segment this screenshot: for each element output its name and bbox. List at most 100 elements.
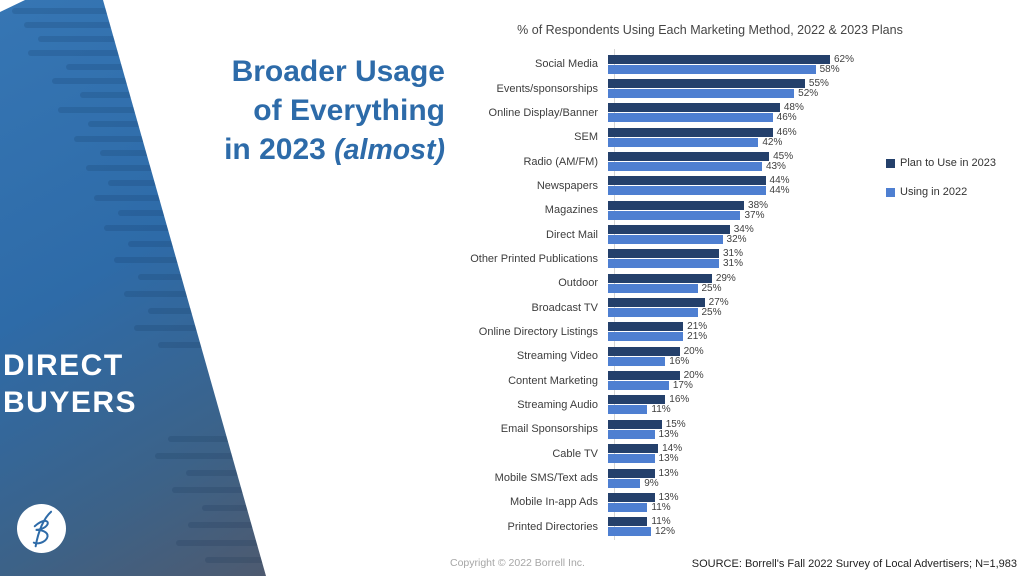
- bar-pair: 45% 43%: [608, 149, 793, 173]
- category-label: Broadcast TV: [531, 301, 598, 314]
- category-label: SEM: [574, 131, 598, 144]
- bar-line-2023: 20%: [608, 370, 704, 381]
- category-label: Cable TV: [552, 447, 598, 460]
- bar-line-2022: 11%: [608, 501, 679, 513]
- value-label-2023: 11%: [651, 516, 671, 528]
- bar-line-2023: 29%: [608, 273, 736, 284]
- bar-pair: 31% 31%: [608, 247, 743, 271]
- bar-line-2023: 13%: [608, 468, 679, 479]
- bar-2023: [608, 492, 655, 502]
- chart-row: Cable TV 14% 13%: [436, 442, 854, 466]
- bar-line-2023: 14%: [608, 443, 682, 454]
- bar-2022: [608, 502, 648, 512]
- bar-line-2023: 45%: [608, 151, 793, 162]
- value-label-2022: 9%: [644, 477, 659, 489]
- bar-pair: 29% 25%: [608, 271, 736, 295]
- value-label-2023: 46%: [776, 126, 797, 138]
- legend-swatch-icon: [886, 158, 895, 168]
- value-label-2023: 31%: [722, 248, 743, 260]
- chart-row: Direct Mail 34% 32%: [436, 222, 854, 246]
- category-label: Radio (AM/FM): [523, 155, 598, 168]
- bar-line-2023: 48%: [608, 102, 804, 114]
- bar-2023: [608, 200, 745, 210]
- borrell-logo-b-icon: [32, 510, 52, 547]
- chart-row: Streaming Video 20% 16%: [436, 344, 854, 368]
- category-label: Streaming Audio: [517, 398, 598, 411]
- bar-pair: 38% 37%: [608, 198, 768, 222]
- bar-pair: 46% 42%: [608, 125, 797, 149]
- value-label-2022: 13%: [658, 428, 679, 440]
- category-label: Newspapers: [536, 179, 598, 192]
- bar-2023: [608, 468, 655, 478]
- value-label-2023: 21%: [687, 321, 708, 333]
- bar-2023: [608, 79, 805, 89]
- bar-2022: [608, 186, 766, 196]
- bar-2023: [608, 225, 730, 235]
- bar-2022: [608, 210, 741, 220]
- bar-line-2023: 27%: [608, 297, 729, 308]
- bar-line-2022: 25%: [608, 283, 736, 294]
- bar-pair: 48% 46%: [608, 101, 804, 125]
- bar-pair: 13% 11%: [608, 490, 679, 514]
- bar-pair: 55% 52%: [608, 76, 829, 100]
- bar-2023: [608, 127, 773, 137]
- value-label-2022: 31%: [722, 258, 743, 270]
- category-label: Other Printed Publications: [470, 252, 598, 265]
- chart-row: Email Sponsorships 15% 13%: [436, 417, 854, 441]
- bar-2022: [608, 332, 684, 342]
- category-label: Content Marketing: [508, 374, 598, 387]
- bar-2023: [608, 371, 680, 381]
- value-label-2022: 12%: [654, 526, 675, 538]
- bar-pair: 27% 25%: [608, 295, 729, 319]
- bar-2023: [608, 152, 770, 162]
- bar-pair: 44% 44%: [608, 174, 790, 198]
- slide-kicker-line1: DIRECT: [3, 349, 124, 382]
- bar-line-2022: 11%: [608, 404, 689, 415]
- value-label-2022: 58%: [819, 63, 840, 75]
- legend-item: Plan to Use in 2023: [886, 157, 996, 169]
- bar-2022: [608, 283, 698, 293]
- value-label-2022: 16%: [669, 355, 690, 367]
- copyright-note: Copyright © 2022 Borrell Inc.: [450, 557, 585, 569]
- bar-2023: [608, 444, 659, 454]
- chart-row: Magazines 38% 37%: [436, 198, 854, 222]
- bar-line-2022: 46%: [608, 112, 804, 123]
- bar-pair: 21% 21%: [608, 320, 707, 344]
- chart-row: Broadcast TV 27% 25%: [436, 295, 854, 319]
- bar-2023: [608, 249, 719, 259]
- bar-pair: 14% 13%: [608, 442, 682, 466]
- bar-line-2023: 16%: [608, 394, 689, 405]
- bar-line-2022: 43%: [608, 161, 793, 172]
- value-label-2023: 38%: [748, 199, 769, 211]
- chart-row: Mobile SMS/Text ads 13% 9%: [436, 466, 854, 490]
- value-label-2022: 21%: [687, 331, 708, 343]
- bar-2022: [608, 405, 648, 415]
- bar-line-2023: 38%: [608, 199, 769, 211]
- category-label: Social Media: [535, 58, 598, 71]
- chart-axis-line: [614, 49, 615, 540]
- chart-row: Outdoor 29% 25%: [436, 271, 854, 295]
- category-label: Direct Mail: [546, 228, 598, 241]
- chart-rows: Social Media 62% 58% Events/sponsorships 55%…: [436, 52, 854, 539]
- slide-title-line2: of Everything: [253, 94, 445, 127]
- bar-2022: [608, 89, 795, 99]
- bar-line-2022: 31%: [608, 258, 743, 270]
- bar-chart: Social Media 62% 58% Events/sponsorships 55%…: [436, 52, 854, 539]
- value-label-2022: 11%: [651, 501, 671, 513]
- slide-title: Broader Usage of Everything in 2023 (alm…: [105, 52, 445, 170]
- bar-pair: 11% 12%: [608, 515, 675, 539]
- bar-pair: 34% 32%: [608, 222, 754, 246]
- bar-2022: [608, 429, 655, 439]
- bar-line-2022: 12%: [608, 526, 675, 538]
- bar-pair: 20% 16%: [608, 344, 704, 368]
- value-label-2023: 62%: [833, 53, 854, 65]
- bar-line-2023: 31%: [608, 248, 743, 260]
- bar-line-2022: 42%: [608, 137, 797, 148]
- value-label-2023: 20%: [683, 345, 704, 357]
- category-label: Mobile SMS/Text ads: [494, 472, 598, 485]
- category-label: Outdoor: [558, 277, 598, 290]
- value-label-2023: 48%: [783, 102, 804, 114]
- slide-title-line3: in 2023 (almost): [224, 133, 445, 166]
- chart-row: SEM 46% 42%: [436, 125, 854, 149]
- bar-line-2022: 16%: [608, 355, 704, 367]
